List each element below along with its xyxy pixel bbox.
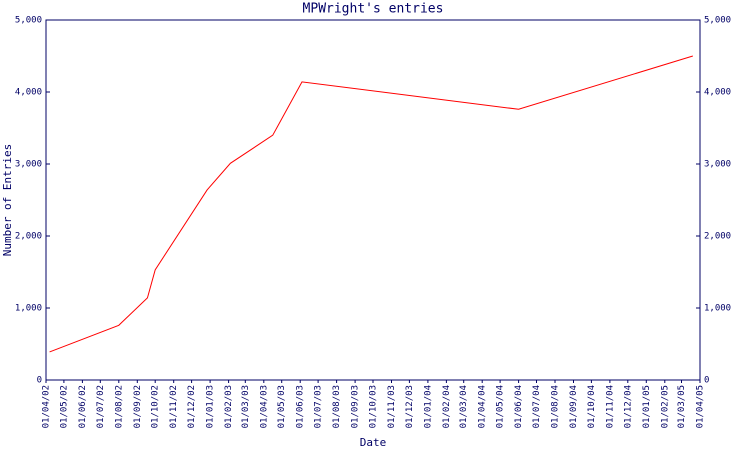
x-tick-label: 01/04/04 [478, 385, 488, 428]
plot-frame [45, 19, 701, 381]
x-tick-label: 01/11/03 [387, 385, 397, 428]
x-tick-label: 01/02/04 [442, 385, 452, 428]
x-tick-label: 01/03/04 [459, 385, 469, 428]
x-tick-label: 01/07/03 [314, 385, 324, 428]
x-tick-label: 01/02/05 [660, 385, 670, 428]
x-tick-label: 01/10/02 [151, 385, 161, 428]
x-tick-label: 01/02/03 [224, 385, 234, 428]
x-tick-label: 01/06/03 [296, 385, 306, 428]
y2-tick-label: 2,000 [704, 232, 731, 242]
x-tick-label: 01/09/04 [569, 385, 579, 428]
x-tick-label: 01/06/02 [78, 385, 88, 428]
x-tick-label: 01/08/02 [114, 385, 124, 428]
x-tick-label: 01/01/04 [423, 385, 433, 428]
x-tick-label: 01/08/04 [550, 385, 560, 428]
x-tick-label: 01/10/04 [587, 385, 597, 428]
chart-title: MPWright's entries [303, 2, 444, 17]
x-tick-label: 01/11/04 [605, 385, 615, 428]
x-tick-label: 01/03/05 [677, 385, 687, 428]
y-tick-label: 1,000 [15, 304, 42, 314]
y-tick-label: 5,000 [15, 16, 42, 26]
line-series [49, 55, 693, 353]
x-tick-label: 01/09/02 [133, 385, 143, 428]
y-tick-label: 0 [37, 376, 42, 386]
y2-tick-label: 1,000 [704, 304, 731, 314]
x-tick-label: 01/08/03 [332, 385, 342, 428]
y2-tick-label: 3,000 [704, 160, 731, 170]
x-tick-label: 01/01/05 [642, 385, 652, 428]
y-tick-label: 3,000 [15, 160, 42, 170]
y2-tick-label: 0 [704, 376, 709, 386]
x-tick-label: 01/04/02 [42, 385, 52, 428]
x-axis-label: Date [360, 436, 387, 449]
x-tick-label: 01/03/03 [241, 385, 251, 428]
y-tick-label: 2,000 [15, 232, 42, 242]
x-tick-label: 01/01/03 [206, 385, 216, 428]
x-tick-label: 01/06/04 [514, 385, 524, 428]
x-tick-label: 01/11/02 [169, 385, 179, 428]
x-tick-label: 01/04/05 [696, 385, 706, 428]
x-tick-label: 01/07/02 [96, 385, 106, 428]
x-tick-label: 01/12/03 [405, 385, 415, 428]
x-tick-label: 01/10/03 [369, 385, 379, 428]
y2-tick-label: 5,000 [704, 16, 731, 26]
x-tick-label: 01/07/04 [532, 385, 542, 428]
y-axis-label: Number of Entries [1, 144, 14, 257]
x-tick-label: 01/04/03 [259, 385, 269, 428]
y-tick-label: 4,000 [15, 88, 42, 98]
x-tick-label: 01/05/03 [277, 385, 287, 428]
x-tick-label: 01/05/04 [496, 385, 506, 428]
x-tick-label: 01/12/04 [623, 385, 633, 428]
x-tick-label: 01/09/03 [351, 385, 361, 428]
y2-tick-label: 4,000 [704, 88, 731, 98]
x-tick-label: 01/05/02 [59, 385, 69, 428]
x-tick-label: 01/12/02 [187, 385, 197, 428]
